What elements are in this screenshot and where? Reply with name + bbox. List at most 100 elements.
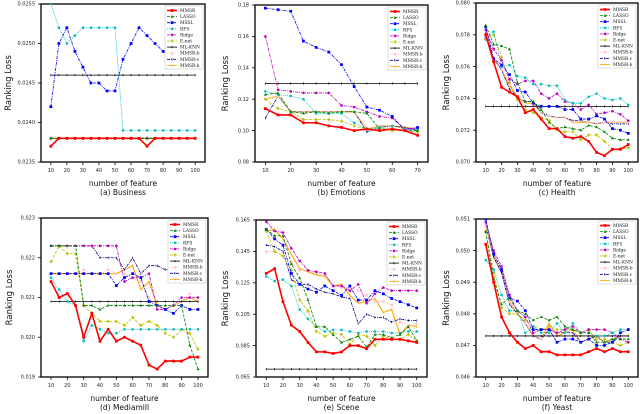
data-point-mssl xyxy=(555,340,559,344)
data-point-rfs xyxy=(571,101,575,105)
legend-marker xyxy=(173,229,177,232)
legend-label: LASSO xyxy=(183,229,199,234)
data-point-mmsr xyxy=(547,350,551,354)
data-point-mmsr xyxy=(484,33,488,37)
data-point-rfs xyxy=(298,308,302,311)
data-point-mmsr xyxy=(264,107,267,110)
data-point-rfs xyxy=(169,129,173,132)
legend-marker xyxy=(603,254,607,258)
legend-label: ML-KNN xyxy=(183,260,203,265)
data-point-lasso xyxy=(523,99,527,103)
data-point-lasso xyxy=(595,125,599,129)
data-point-mssl xyxy=(555,104,559,108)
data-point-mmsr xyxy=(398,337,402,341)
legend: MMSRLASSOMSSLRFSRidgeE-netML-KNNMMSR-bMM… xyxy=(167,219,207,284)
data-point-mmsr xyxy=(555,127,559,130)
legend-item: MMSR-b xyxy=(600,51,633,56)
data-point-e-net xyxy=(122,323,127,327)
data-point-mmsr xyxy=(365,127,369,131)
x-tick-label: 70 xyxy=(578,168,584,174)
data-point-mmsr-b xyxy=(619,120,622,124)
data-point-ridge xyxy=(276,88,280,92)
x-tick-label: 30 xyxy=(297,383,303,389)
data-point-e-net xyxy=(276,107,280,111)
legend-item: RFS xyxy=(389,243,411,248)
data-point-mssl xyxy=(74,272,77,276)
legend-item: Ridge xyxy=(167,33,193,38)
chart-title: (e) Scene xyxy=(324,403,360,412)
data-point-mmsr xyxy=(595,151,598,154)
data-point-lasso xyxy=(323,325,327,328)
data-point-mssl xyxy=(595,344,598,347)
data-point-lasso xyxy=(492,42,496,46)
legend-item: ML-KNN xyxy=(390,47,423,52)
data-point-e-net xyxy=(571,130,575,134)
data-point-rfs xyxy=(73,34,77,37)
data-point-e-net xyxy=(314,329,319,334)
data-point-mssl xyxy=(302,39,305,43)
data-point-lasso xyxy=(515,309,519,312)
data-point-lasso xyxy=(381,333,385,336)
legend-marker xyxy=(603,242,607,246)
data-point-mssl xyxy=(579,117,583,121)
data-point-ridge xyxy=(587,328,590,331)
data-point-mmsr-b xyxy=(123,272,126,275)
legend-label: RFS xyxy=(613,26,622,31)
data-point-e-net xyxy=(273,249,277,253)
legend-marker xyxy=(393,28,397,32)
legend-marker xyxy=(392,237,396,241)
data-point-mmsr xyxy=(390,337,394,341)
x-tick-label: 10 xyxy=(483,383,489,389)
legend-label: LASSO xyxy=(180,15,196,20)
data-point-mssl xyxy=(273,237,276,241)
data-point-ridge xyxy=(619,113,622,116)
data-point-lasso xyxy=(273,234,277,237)
data-point-mmsr xyxy=(82,335,86,339)
data-point-rfs xyxy=(390,331,393,335)
data-point-mssl xyxy=(415,306,419,310)
x-tick-label: 30 xyxy=(80,383,86,389)
data-point-mssl xyxy=(492,252,496,256)
data-point-mssl xyxy=(531,101,535,105)
data-point-lasso xyxy=(416,129,420,132)
data-point-e-net xyxy=(65,252,69,256)
data-point-ridge xyxy=(340,284,343,288)
legend-item: MMSR-c xyxy=(600,273,633,278)
data-point-e-net xyxy=(339,119,344,123)
x-axis-label: number of feature xyxy=(523,179,592,188)
data-point-mmsr xyxy=(169,136,173,140)
data-point-e-net xyxy=(587,133,591,137)
data-point-e-net xyxy=(595,337,599,341)
data-point-mmsr xyxy=(65,136,69,140)
data-point-mmsr xyxy=(121,136,125,140)
x-tick-label: 60 xyxy=(389,168,395,174)
data-point-mmsr xyxy=(587,350,591,354)
data-point-lasso xyxy=(555,315,559,319)
legend-item: MSSL xyxy=(600,236,626,241)
data-point-mssl xyxy=(315,290,318,294)
legend-label: LASSO xyxy=(402,231,418,236)
x-tick-label: 100 xyxy=(624,168,634,174)
y-tick-label: 0.050 xyxy=(456,248,470,254)
data-point-mmsr xyxy=(139,343,143,347)
data-point-rfs xyxy=(611,331,614,335)
x-tick-label: 70 xyxy=(146,383,152,389)
data-point-ridge xyxy=(492,47,495,51)
data-point-mssl xyxy=(373,289,377,293)
data-point-lasso xyxy=(155,303,159,307)
x-tick-label: 80 xyxy=(160,168,166,174)
y-tick-label: 0.072 xyxy=(456,128,470,134)
data-point-ridge xyxy=(382,286,385,289)
data-point-rfs xyxy=(382,330,385,333)
y-tick-label: 0.020 xyxy=(21,335,35,341)
legend-item: MMSR-c xyxy=(167,58,200,63)
legend-item: LASSO xyxy=(390,16,419,21)
legend-label: MMSR-c xyxy=(613,273,633,278)
legend-item: MMSR-b xyxy=(390,53,423,58)
data-point-rfs xyxy=(579,101,583,105)
data-point-mssl xyxy=(563,337,567,341)
data-point-mmsr-b xyxy=(139,280,143,283)
data-point-lasso xyxy=(626,138,630,141)
data-point-e-net xyxy=(314,118,318,122)
data-point-lasso xyxy=(314,110,318,113)
